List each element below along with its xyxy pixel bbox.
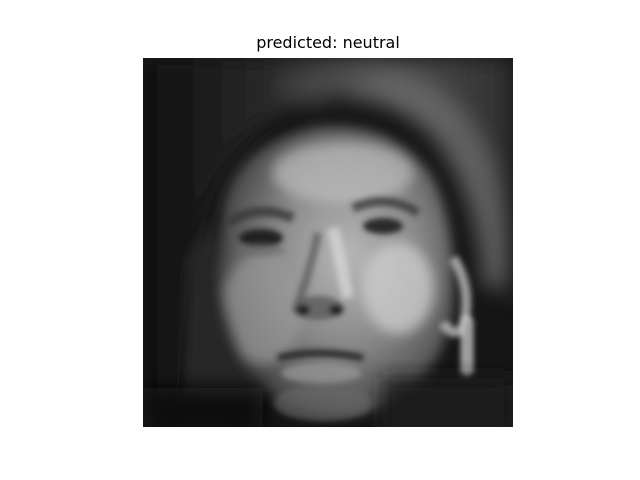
face-image <box>143 58 513 427</box>
neck <box>143 378 513 427</box>
plot-title: predicted: neutral <box>256 33 400 52</box>
earring <box>438 255 473 376</box>
face-image-drawing <box>143 58 513 427</box>
nose <box>292 226 354 320</box>
eyes <box>225 197 421 256</box>
hair <box>143 58 513 427</box>
mouth <box>273 349 373 421</box>
